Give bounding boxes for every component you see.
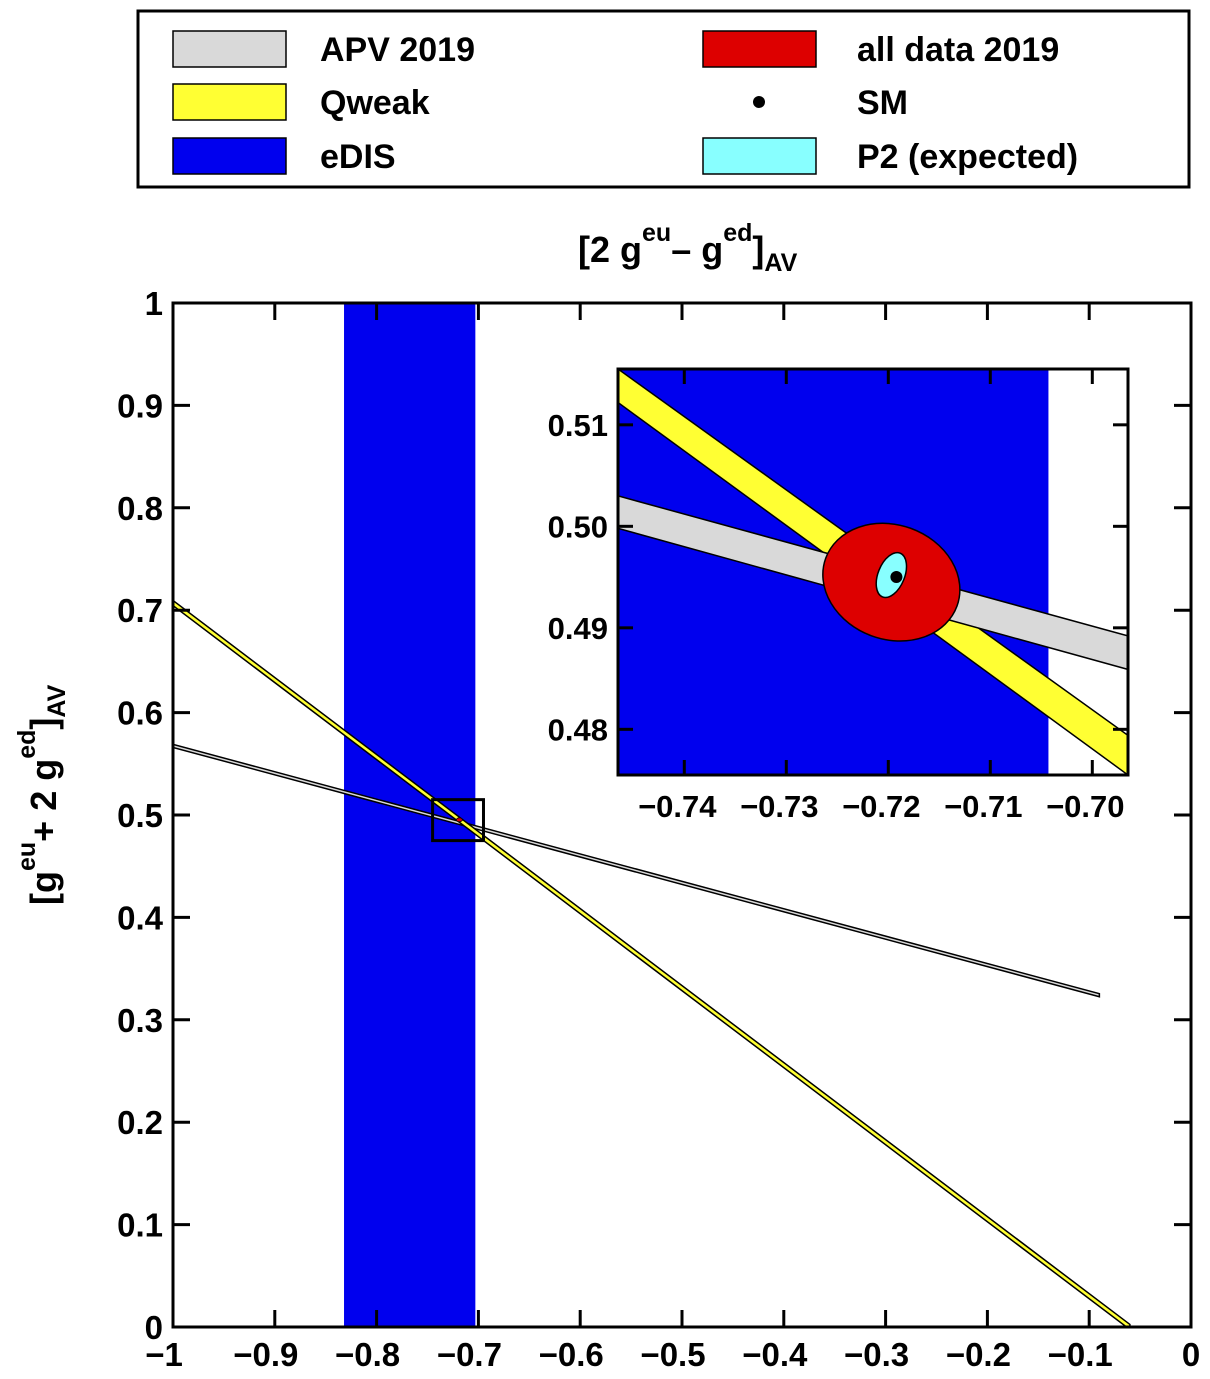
legend-label-sm: SM (857, 84, 908, 122)
inset-y-tick-label: 0.51 (548, 408, 608, 443)
y-tick-label: 0.6 (117, 695, 163, 732)
x-tick-label: −0.7 (437, 1336, 502, 1373)
x-tick-label: 0 (1182, 1336, 1200, 1373)
legend-swatch-apv-2019 (172, 30, 287, 68)
legend-swatch-edis (172, 137, 287, 175)
x-tick-label: −0.3 (844, 1336, 909, 1373)
y-tick-label: 0.9 (117, 387, 163, 424)
x-tick-label: −0.5 (640, 1336, 705, 1373)
y-tick-label: 0.1 (117, 1207, 163, 1244)
legend-label-apv-2019: APV 2019 (320, 31, 475, 69)
x-tick-label: −0.2 (946, 1336, 1011, 1373)
y-tick-labels: 0 0.1 0.2 0.3 0.4 0.5 0.6 0.7 0.8 0.9 1 (117, 285, 164, 1346)
apv-band (173, 743, 1101, 998)
legend-swatch-sm (753, 96, 765, 108)
inset-x-tick-label: −0.73 (740, 789, 818, 824)
inset-sm-point (890, 571, 903, 584)
inset-y-tick-label: 0.49 (548, 611, 608, 646)
inset-data-layer (618, 369, 1128, 775)
legend-swatch-all-data-2019 (702, 30, 817, 68)
x-axis-title: [2 geu– ged]AV (578, 219, 798, 277)
inset-x-tick-label: −0.74 (638, 789, 717, 824)
inset-y-tick-labels: 0.48 0.49 0.50 0.51 (548, 408, 608, 748)
inset-ticks (618, 369, 1128, 775)
x-tick-label: −0.1 (1048, 1336, 1113, 1373)
inset-plot: −0.74 −0.73 −0.72 −0.71 −0.70 0.480.490.500.… (548, 367, 1130, 824)
inset-x-tick-label: −0.70 (1046, 789, 1124, 824)
main-data-layer (173, 303, 1131, 1327)
legend-swatch-qweak (172, 83, 287, 121)
inset-y-tick-label: 0.48 (548, 712, 608, 747)
y-tick-label: 0.2 (117, 1104, 163, 1141)
legend-label-edis: eDIS (320, 138, 396, 176)
inset-y-tick-label: 0.50 (548, 509, 608, 544)
legend-label-qweak: Qweak (320, 84, 430, 122)
x-tick-label: −0.4 (742, 1336, 808, 1373)
y-tick-label: 1 (145, 285, 163, 322)
inset-x-tick-label: −0.72 (842, 789, 920, 824)
y-tick-label: 0.3 (117, 1002, 163, 1039)
legend-frame (136, 9, 1191, 189)
x-tick-label: −1 (145, 1336, 183, 1373)
y-tick-label: 0.7 (117, 592, 163, 629)
plot-frame (171, 301, 1193, 1329)
x-tick-labels: −1 −0.9 −0.8 −0.7 −0.6 −0.5 −0.4 −0.3 −0.2 −0.1 0 (145, 1336, 1200, 1373)
legend-label-p2-expected: P2 (expected) (857, 138, 1078, 176)
zoom-box (431, 798, 485, 843)
y-tick-label: 0.4 (117, 899, 164, 936)
x-tick-label: −0.6 (539, 1336, 604, 1373)
legend-swatch-p2-expected (702, 137, 817, 175)
all-data-ellipse (455, 817, 463, 823)
inset-x-tick-labels: −0.74 −0.73 −0.72 −0.71 −0.70 (638, 789, 1124, 824)
inset-x-tick-label: −0.71 (944, 789, 1022, 824)
qweak-band (173, 599, 1131, 1327)
y-tick-label: 0.5 (117, 797, 163, 834)
x-tick-label: −0.8 (335, 1336, 400, 1373)
legend-label-all-data-2019: all data 2019 (857, 31, 1059, 69)
y-tick-label: 0.8 (117, 490, 163, 527)
y-axis-title: [geu+ 2 ged]AV (13, 684, 71, 905)
x-tick-label: −0.9 (233, 1336, 298, 1373)
legend: APV 2019 all data 2019 Qweak SM eDIS P2 (expe… (136, 9, 1191, 189)
y-tick-label: 0 (145, 1309, 163, 1346)
inset-frame (616, 367, 1130, 777)
